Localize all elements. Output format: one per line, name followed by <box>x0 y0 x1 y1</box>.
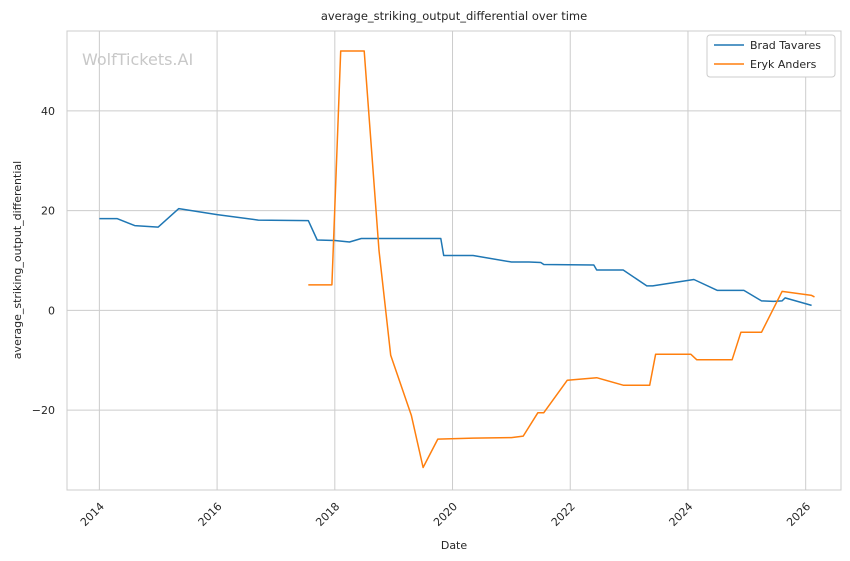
series-line-eryk-anders <box>308 50 815 469</box>
grid-lines <box>67 31 841 490</box>
x-axis-title: Date <box>441 539 468 552</box>
y-tick-label: 40 <box>41 105 55 118</box>
chart-title: average_striking_output_differential ove… <box>321 9 587 23</box>
y-tick-label: −20 <box>32 404 55 417</box>
y-axis-title: average_striking_output_differential <box>11 161 24 359</box>
y-axis-ticks: −20 0 20 40 <box>32 105 55 417</box>
y-tick-label: 20 <box>41 205 55 218</box>
y-tick-label: 0 <box>48 304 55 317</box>
series-lines <box>99 50 815 469</box>
legend: Brad Tavares Eryk Anders <box>706 34 836 78</box>
legend-label-brad-tavares: Brad Tavares <box>750 39 821 52</box>
series-line-brad-tavares <box>99 207 812 307</box>
legend-label-eryk-anders: Eryk Anders <box>750 58 817 71</box>
watermark: WolfTickets.AI <box>82 50 193 69</box>
plot-area <box>66 30 842 491</box>
